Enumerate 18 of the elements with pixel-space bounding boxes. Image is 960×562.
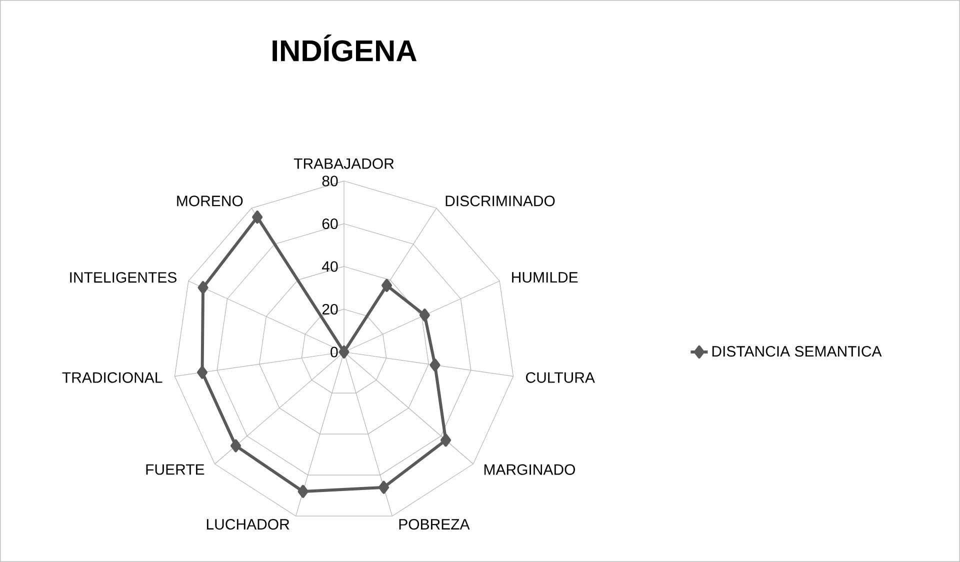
spoke-label: HUMILDE: [512, 272, 578, 283]
y-tick-label: 0: [330, 346, 338, 358]
legend-label: DISTANCIA SEMANTICA: [712, 346, 882, 357]
y-tick-label: 20: [322, 304, 338, 315]
spoke-label: FUERTE: [146, 464, 204, 475]
spoke-label: INTELIGENTES: [70, 272, 176, 283]
y-tick-label: 60: [322, 218, 338, 230]
y-tick-label: 80: [322, 176, 338, 186]
spoke-label: DISCRIMINADO: [446, 196, 555, 206]
y-tick-label: 40: [322, 261, 338, 272]
spoke-label: LUCHADOR: [206, 518, 290, 530]
spoke-label: MARGINADO: [484, 464, 576, 475]
spoke-label: TRADICIONAL: [62, 372, 162, 383]
spoke-label: TRABAJADOR: [294, 158, 394, 169]
spoke-label: MORENO: [177, 196, 243, 206]
spoke-label: POBREZA: [399, 518, 470, 530]
chart-title: INDÍGENA: [272, 34, 417, 62]
spoke-label: CULTURA: [526, 372, 595, 383]
